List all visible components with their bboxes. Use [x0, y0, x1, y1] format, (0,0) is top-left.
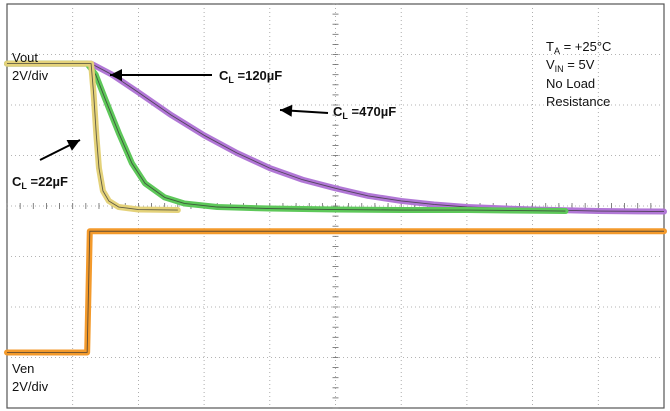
traces: [4, 60, 667, 356]
arrow-cl470-head: [280, 104, 293, 117]
ven-label: Ven: [12, 361, 34, 376]
condition-vin: VIN = 5V: [546, 57, 595, 74]
trace-core-cl-120-f: [7, 63, 566, 212]
ven-scale: 2V/div: [12, 379, 49, 394]
arrow-cl22-head: [66, 140, 80, 151]
vout-label: Vout: [12, 50, 38, 65]
vout-scale: 2V/div: [12, 68, 49, 83]
cl22-label: CL =22µF: [12, 174, 68, 191]
arrow-cl120-head: [110, 69, 122, 81]
condition-ta: TA = +25°C: [546, 39, 611, 56]
arrows: [39, 69, 329, 161]
trace-core-ven: [7, 230, 664, 353]
arrow-cl470: [279, 104, 329, 117]
cl120-label: CL =120µF: [219, 68, 282, 85]
arrow-cl120: [110, 69, 212, 81]
cl470-label: CL =470µF: [333, 104, 396, 121]
arrow-cl22: [39, 139, 81, 161]
condition-no-load: No Load: [546, 76, 595, 91]
trace-core-cl-22-f: [7, 63, 178, 211]
condition-resistance: Resistance: [546, 94, 610, 109]
